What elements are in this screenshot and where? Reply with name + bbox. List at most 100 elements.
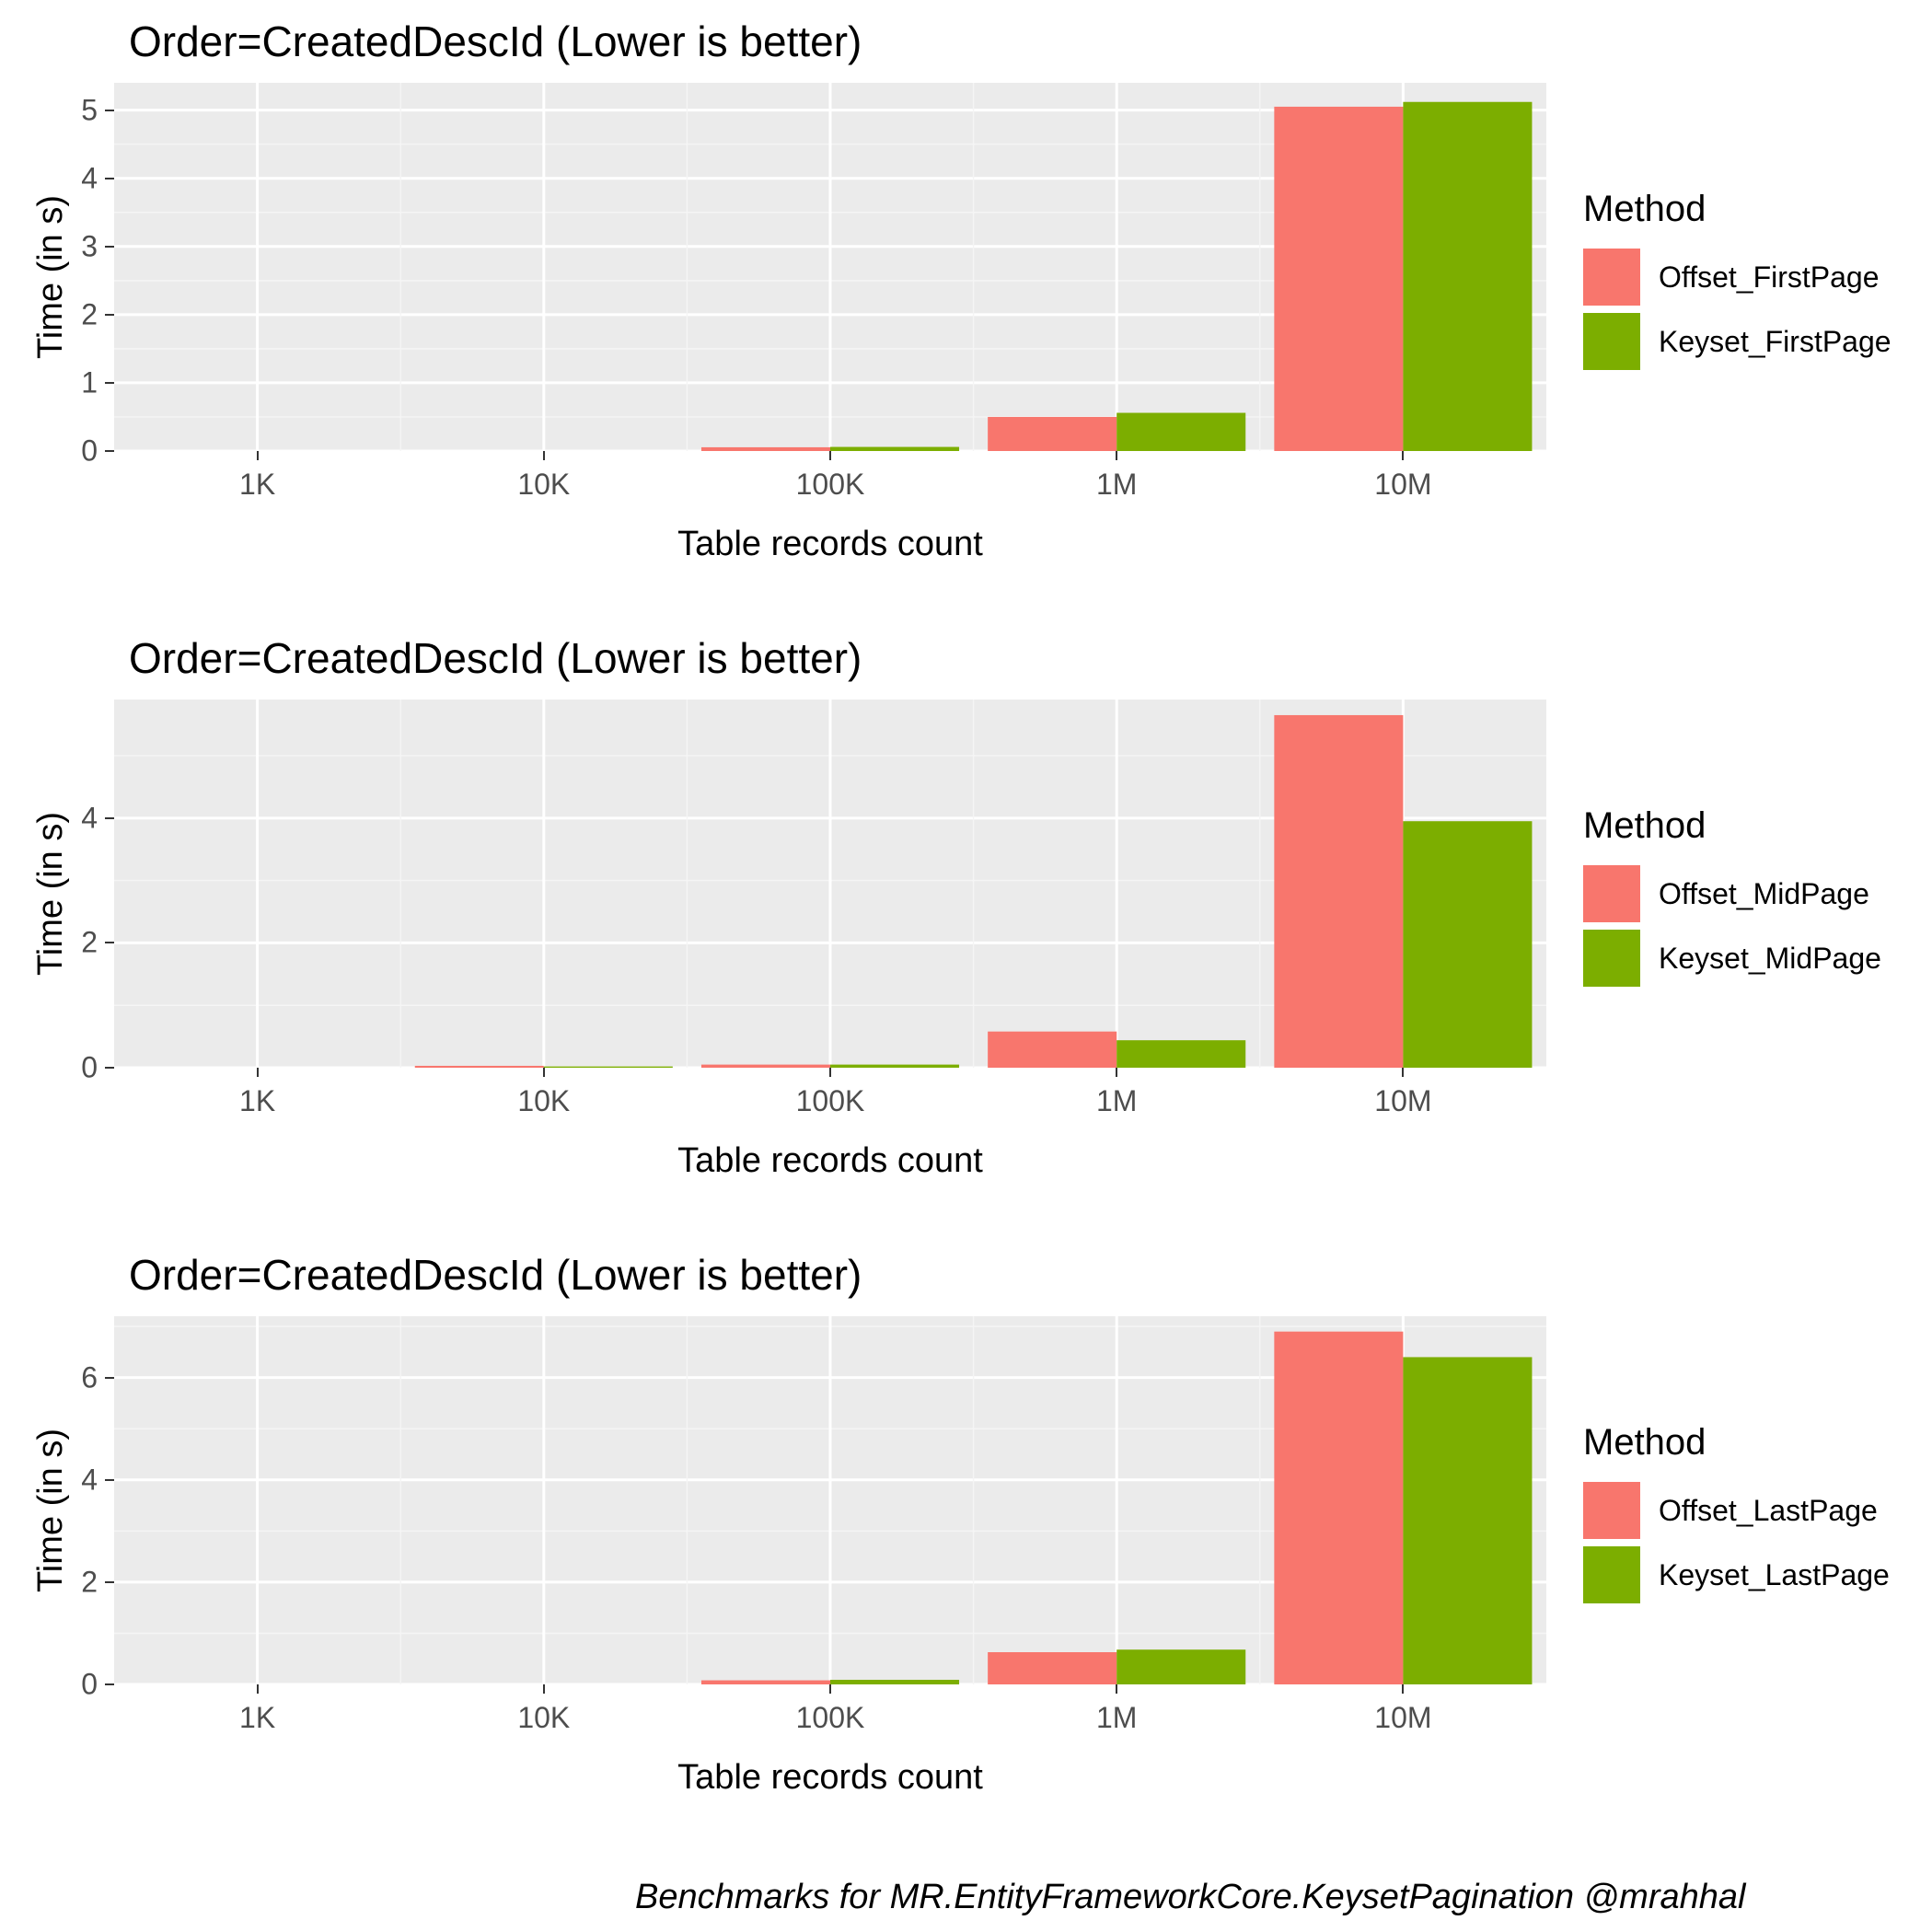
x-tick-label: 10K — [517, 1701, 570, 1735]
bar — [701, 1681, 830, 1684]
y-axis-title: Time (in s) — [31, 1429, 71, 1592]
plot-svg — [114, 1316, 1546, 1684]
legend-label: Offset_MidPage — [1659, 877, 1869, 911]
y-tick-label: 6 — [81, 1360, 98, 1394]
y-tick-mark — [105, 382, 114, 384]
legend-swatch — [1583, 865, 1640, 922]
x-tick-label: 1M — [1096, 468, 1137, 502]
x-tick-mark — [257, 1068, 259, 1077]
y-tick-label: 4 — [81, 801, 98, 835]
legend-title: Method — [1583, 189, 1892, 230]
y-tick-mark — [105, 1377, 114, 1379]
x-tick-label: 100K — [796, 468, 865, 502]
bar — [415, 1066, 544, 1068]
y-tick-label: 4 — [81, 1463, 98, 1497]
y-tick-mark — [105, 1683, 114, 1685]
legend-item: Offset_LastPage — [1583, 1482, 1890, 1539]
bar — [830, 1065, 959, 1068]
x-tick-mark — [829, 1068, 831, 1077]
y-tick-mark — [105, 1479, 114, 1481]
bar — [701, 1065, 830, 1068]
bar — [1274, 715, 1403, 1068]
legend-label: Keyset_LastPage — [1659, 1558, 1890, 1592]
y-axis-title: Time (in s) — [31, 812, 71, 976]
x-tick-mark — [543, 1068, 545, 1077]
legend-item: Offset_MidPage — [1583, 865, 1881, 922]
legend-title: Method — [1583, 805, 1881, 847]
bar — [1403, 1357, 1532, 1684]
y-tick-label: 4 — [81, 161, 98, 195]
legend-item: Keyset_LastPage — [1583, 1546, 1890, 1603]
legend-item: Keyset_FirstPage — [1583, 313, 1892, 370]
x-axis-title: Table records count — [114, 525, 1546, 564]
legend-swatch — [1583, 249, 1640, 306]
bar — [1403, 821, 1532, 1068]
y-tick-label: 3 — [81, 229, 98, 263]
x-tick-mark — [829, 451, 831, 460]
y-tick-label: 2 — [81, 926, 98, 960]
plot-svg — [114, 700, 1546, 1068]
x-axis-title: Table records count — [114, 1758, 1546, 1798]
x-tick-label: 1K — [239, 1701, 275, 1735]
legend-item: Keyset_MidPage — [1583, 930, 1881, 987]
plot-area: 02461K10K100K1M10M — [114, 1316, 1546, 1684]
legend: Method Offset_FirstPage Keyset_FirstPage — [1583, 189, 1892, 377]
bar — [1116, 1040, 1245, 1068]
y-axis-title: Time (in s) — [31, 195, 71, 359]
y-tick-label: 1 — [81, 365, 98, 399]
x-tick-mark — [1402, 451, 1404, 460]
legend-label: Offset_FirstPage — [1659, 260, 1880, 295]
x-tick-label: 100K — [796, 1701, 865, 1735]
legend: Method Offset_MidPage Keyset_MidPage — [1583, 805, 1881, 994]
x-tick-mark — [543, 1684, 545, 1694]
x-tick-label: 10K — [517, 468, 570, 502]
legend-swatch — [1583, 930, 1640, 987]
bar — [1116, 1649, 1245, 1684]
plot-svg — [114, 83, 1546, 451]
legend-label: Offset_LastPage — [1659, 1494, 1878, 1528]
y-tick-label: 0 — [81, 434, 98, 469]
bar — [544, 1067, 673, 1068]
bar — [1116, 413, 1245, 451]
y-tick-label: 5 — [81, 93, 98, 127]
y-tick-mark — [105, 314, 114, 316]
bar — [1403, 102, 1532, 451]
y-tick-mark — [105, 450, 114, 452]
x-tick-label: 100K — [796, 1084, 865, 1118]
y-tick-label: 2 — [81, 297, 98, 331]
legend-label: Keyset_FirstPage — [1659, 325, 1892, 359]
x-tick-mark — [543, 451, 545, 460]
legend-swatch — [1583, 1546, 1640, 1603]
x-tick-mark — [1116, 1684, 1117, 1694]
x-tick-mark — [1402, 1684, 1404, 1694]
legend-item: Offset_FirstPage — [1583, 249, 1892, 306]
chart-title: Order=CreatedDescId (Lower is better) — [129, 1250, 862, 1300]
bar — [701, 447, 830, 451]
bar — [988, 417, 1116, 451]
chart-title: Order=CreatedDescId (Lower is better) — [129, 633, 862, 683]
y-tick-label: 2 — [81, 1565, 98, 1599]
x-tick-label: 1K — [239, 468, 275, 502]
x-tick-label: 10K — [517, 1084, 570, 1118]
x-tick-label: 1M — [1096, 1084, 1137, 1118]
bar — [830, 1680, 959, 1684]
x-tick-mark — [1402, 1068, 1404, 1077]
x-tick-mark — [257, 1684, 259, 1694]
bar — [988, 1652, 1116, 1684]
x-axis-title: Table records count — [114, 1141, 1546, 1181]
bar — [830, 447, 959, 451]
y-tick-mark — [105, 942, 114, 943]
bar — [1274, 107, 1403, 451]
y-tick-mark — [105, 246, 114, 248]
legend-label: Keyset_MidPage — [1659, 942, 1881, 976]
x-tick-mark — [829, 1684, 831, 1694]
legend-swatch — [1583, 313, 1640, 370]
x-tick-mark — [1116, 451, 1117, 460]
x-tick-label: 10M — [1374, 1084, 1431, 1118]
x-tick-label: 1K — [239, 1084, 275, 1118]
y-tick-mark — [105, 110, 114, 111]
x-tick-label: 1M — [1096, 1701, 1137, 1735]
bar — [1274, 1332, 1403, 1684]
legend-title: Method — [1583, 1422, 1890, 1463]
caption: Benchmarks for MR.EntityFrameworkCore.Ke… — [635, 1878, 1745, 1917]
